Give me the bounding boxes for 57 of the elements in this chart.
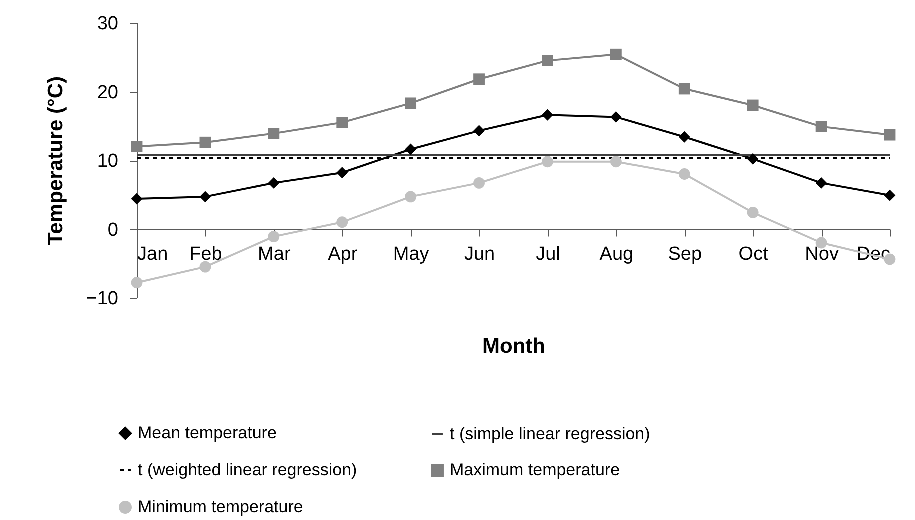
point: [884, 190, 896, 202]
point: [405, 98, 417, 110]
y-tick-label: 0: [108, 220, 118, 241]
x-tick-label: Jun: [464, 244, 496, 265]
x-tick-label: Apr: [328, 244, 358, 265]
legend-label: t (weighted linear regression): [138, 460, 358, 480]
point: [474, 178, 485, 189]
x-tick-label: Feb: [190, 244, 222, 265]
point: [678, 131, 690, 143]
point: [131, 193, 143, 205]
x-tick-label: Sep: [668, 244, 702, 265]
point: [336, 216, 348, 228]
legend-label: Mean temperature: [138, 424, 277, 443]
y-tick-label: 10: [97, 151, 118, 172]
point: [816, 177, 828, 189]
y-axis-title: Temperature (°C): [44, 76, 68, 246]
point: [610, 48, 622, 60]
point: [747, 207, 759, 218]
x-axis-title: Month: [482, 334, 546, 358]
point: [336, 116, 348, 128]
x-tick-label: Nov: [805, 244, 840, 265]
legend-label: t (simple linear regression): [450, 424, 650, 444]
point: [474, 74, 485, 86]
y-tick-label: −10: [86, 288, 118, 310]
point: [816, 121, 828, 133]
point: [542, 109, 554, 121]
legend-label: Maximum temperature: [450, 460, 620, 480]
point: [747, 100, 759, 112]
x-tick-label: Jul: [536, 244, 560, 265]
y-tick-label: 20: [97, 82, 118, 104]
point: [268, 177, 280, 189]
point: [610, 111, 622, 123]
point: [131, 141, 143, 152]
point: [542, 55, 554, 67]
x-tick-label: Oct: [738, 244, 770, 265]
point: [678, 83, 690, 95]
point: [474, 125, 485, 137]
x-tick-label: Aug: [600, 244, 634, 265]
point: [405, 191, 417, 203]
legend-label: Minimum temperature: [138, 498, 304, 516]
point: [200, 261, 212, 273]
point: [542, 156, 554, 168]
x-tick-label: Jan: [138, 244, 168, 265]
point: [268, 128, 280, 140]
point: [747, 153, 759, 165]
x-tick-label: Mar: [258, 244, 292, 265]
point: [200, 136, 212, 148]
y-tick-label: 30: [97, 14, 118, 34]
point: [610, 156, 622, 168]
point: [200, 191, 212, 203]
point: [678, 168, 690, 180]
point: [336, 167, 348, 179]
point: [268, 231, 280, 242]
point: [131, 277, 143, 289]
point: [884, 129, 896, 141]
x-tick-label: May: [393, 244, 430, 265]
point: [405, 144, 417, 156]
